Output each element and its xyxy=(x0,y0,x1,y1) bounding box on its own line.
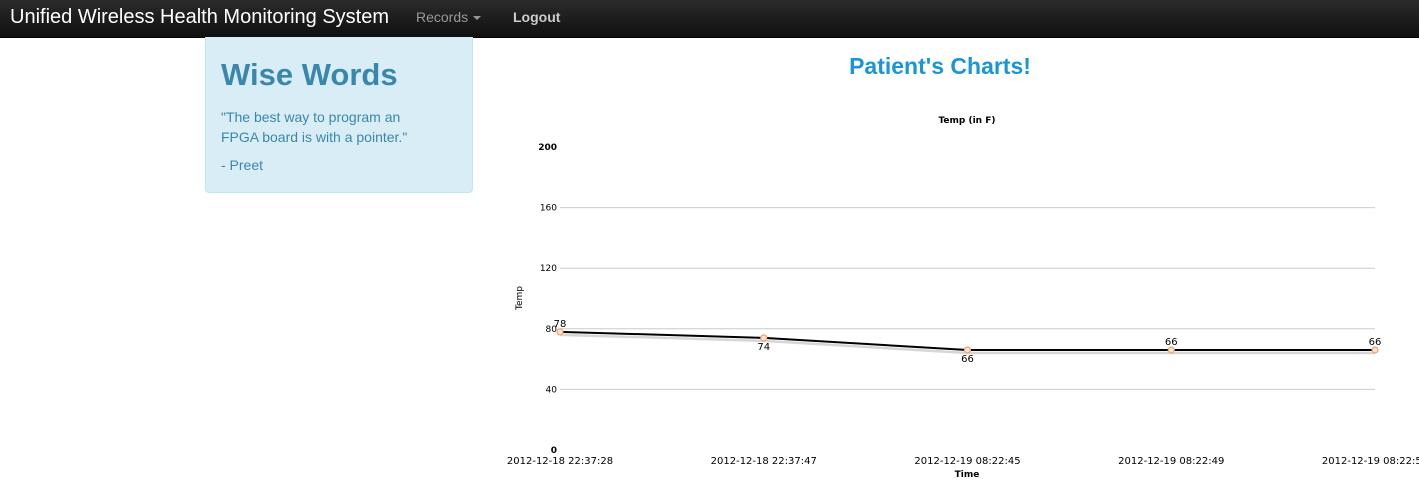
quote-author: - Preet xyxy=(221,157,264,173)
x-tick-label: 2012-12-19 08:22:45 xyxy=(914,456,1020,467)
top-navbar: Unified Wireless Health Monitoring Syste… xyxy=(0,0,1419,38)
quote-title: Wise Words xyxy=(221,57,398,92)
y-tick-label: 160 xyxy=(540,204,557,214)
data-point[interactable] xyxy=(1371,346,1379,354)
quote-text: "The best way to program an FPGA board i… xyxy=(221,109,408,145)
data-label: 74 xyxy=(757,342,770,353)
data-label: 66 xyxy=(1369,337,1382,348)
data-point[interactable] xyxy=(556,328,564,336)
x-tick-label: 2012-12-19 08:22:54 xyxy=(1322,456,1419,467)
y-tick-label: 120 xyxy=(540,264,557,274)
logout-link[interactable]: Logout xyxy=(513,9,561,25)
x-tick-label: 2012-12-18 22:37:47 xyxy=(711,456,817,467)
wise-words-panel: Wise Words "The best way to program an F… xyxy=(205,37,473,193)
chart-gridlines xyxy=(560,207,1375,390)
chart-series xyxy=(556,328,1379,355)
x-axis-label: Time xyxy=(955,470,980,480)
y-tick-label: 80 xyxy=(546,325,558,335)
y-tick-label: 40 xyxy=(546,385,558,395)
x-tick-label: 2012-12-19 08:22:49 xyxy=(1118,456,1224,467)
x-tick-label: 2012-12-18 22:37:28 xyxy=(507,456,613,467)
y-tick-label: 0 xyxy=(551,446,557,456)
records-dropdown[interactable]: Records xyxy=(416,9,482,25)
data-label: 66 xyxy=(1165,337,1178,348)
data-label: 66 xyxy=(961,354,974,365)
records-label: Records xyxy=(416,9,469,25)
data-point[interactable] xyxy=(760,334,768,342)
chevron-down-icon xyxy=(473,16,482,21)
app-brand[interactable]: Unified Wireless Health Monitoring Syste… xyxy=(10,6,390,28)
chart-title: Temp (in F) xyxy=(938,116,995,126)
data-point[interactable] xyxy=(1167,346,1175,354)
page-title: Patient's Charts! xyxy=(849,53,1031,79)
data-label: 78 xyxy=(554,319,567,330)
y-axis-label: Temp xyxy=(515,286,525,311)
chart-labels: 0 40 80 120 160 200 2012-12-18 22:37:28 2012-12… xyxy=(507,143,1419,467)
data-point[interactable] xyxy=(963,346,972,354)
y-tick-label: 200 xyxy=(538,143,557,153)
